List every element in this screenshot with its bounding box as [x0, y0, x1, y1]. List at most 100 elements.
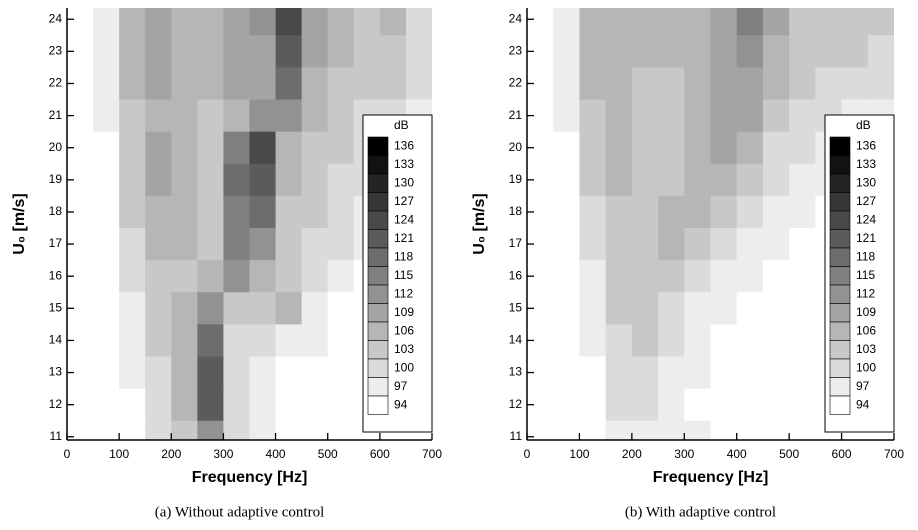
y-tick-label: 17: [49, 236, 63, 250]
contour-cell: [327, 420, 355, 440]
contour-cell: [789, 228, 816, 261]
contour-cell: [145, 388, 172, 422]
x-tick-label: 200: [622, 447, 642, 461]
contour-cell: [405, 8, 432, 36]
colorbar-label: 133: [856, 157, 876, 171]
colorbar-label: 100: [856, 360, 876, 374]
colorbar-swatch: [829, 266, 851, 286]
contour-cell: [605, 228, 633, 261]
contour-cell: [579, 99, 607, 133]
contour-cell: [327, 35, 355, 68]
contour-cell: [736, 324, 764, 357]
contour-cell: [171, 324, 198, 357]
caption: (b) With adaptive control: [625, 504, 776, 520]
contour-cell: [789, 99, 816, 133]
y-tick-label: 23: [49, 44, 63, 58]
contour-cell: [119, 163, 146, 197]
contour-cell: [553, 324, 580, 357]
contour-cell: [93, 388, 120, 422]
contour-cell: [197, 388, 224, 422]
contour-cell: [710, 420, 738, 440]
colorbar-label: 97: [394, 379, 408, 393]
contour-cell: [223, 131, 250, 165]
contour-cell: [631, 8, 659, 36]
contour-cell: [223, 388, 250, 422]
y-tick-label: 22: [49, 76, 63, 90]
colorbar-swatch: [829, 377, 851, 397]
x-tick-label: 300: [213, 447, 233, 461]
contour-cell: [736, 8, 764, 36]
colorbar-swatch: [367, 284, 389, 304]
contour-cell: [710, 8, 738, 36]
contour-cell: [67, 420, 94, 440]
contour-cell: [223, 67, 250, 101]
x-tick-label: 100: [569, 447, 589, 461]
contour-cell: [145, 131, 172, 165]
x-tick-label: 700: [884, 447, 904, 461]
colorbar-swatch: [367, 192, 389, 212]
contour-cell: [145, 228, 172, 261]
contour-cell: [223, 260, 250, 293]
contour-cell: [658, 35, 685, 68]
contour-cell: [93, 228, 120, 261]
contour-cell: [579, 260, 607, 293]
contour-cell: [684, 260, 711, 293]
contour-cell: [631, 195, 659, 229]
contour-cell: [119, 324, 146, 357]
contour-cell: [762, 228, 790, 261]
contour-cell: [249, 260, 277, 293]
colorbar-label: 121: [394, 231, 414, 245]
contour-cell: [579, 292, 607, 325]
contour-cell: [553, 163, 580, 197]
colorbar-label: 118: [856, 249, 875, 263]
y-tick-label: 12: [509, 397, 523, 411]
contour-cell: [631, 163, 659, 197]
contour-cell: [327, 388, 355, 422]
contour-cell: [249, 8, 277, 36]
x-tick-label: 100: [109, 447, 129, 461]
contour-cell: [631, 99, 659, 133]
contour-cell: [553, 420, 580, 440]
contour-cell: [553, 131, 580, 165]
contour-cell: [710, 324, 738, 357]
contour-cell: [223, 292, 250, 325]
contour-cell: [171, 356, 198, 390]
contour-field: [527, 8, 894, 440]
contour-cell: [171, 99, 198, 133]
y-axis-label: U₀ [m/s]: [11, 193, 28, 254]
contour-cell: [789, 35, 816, 68]
contour-cell: [93, 35, 120, 68]
contour-cell: [223, 163, 250, 197]
contour-cell: [223, 324, 250, 357]
contour-cell: [145, 420, 172, 440]
contour-cell: [171, 228, 198, 261]
contour-cell: [867, 8, 894, 36]
colorbar-label: 133: [394, 157, 414, 171]
contour-cell: [736, 195, 764, 229]
contour-cell: [762, 260, 790, 293]
contour-cell: [605, 35, 633, 68]
x-tick-label: 0: [64, 447, 71, 461]
contour-cell: [553, 99, 580, 133]
contour-cell: [553, 228, 580, 261]
contour-cell: [145, 163, 172, 197]
contour-cell: [67, 8, 94, 36]
colorbar-label: 103: [856, 342, 876, 356]
contour-cell: [605, 99, 633, 133]
contour-cell: [736, 292, 764, 325]
contour-cell: [710, 163, 738, 197]
contour-cell: [301, 99, 329, 133]
contour-cell: [605, 8, 633, 36]
contour-cell: [93, 131, 120, 165]
contour-cell: [93, 420, 120, 440]
contour-cell: [197, 228, 224, 261]
y-tick-label: 17: [509, 236, 523, 250]
contour-cell: [631, 420, 659, 440]
contour-cell: [605, 420, 633, 440]
contour-cell: [119, 131, 146, 165]
contour-cell: [789, 388, 816, 422]
colorbar-swatch: [829, 284, 851, 304]
y-tick-label: 21: [49, 108, 63, 122]
colorbar-swatch: [367, 266, 389, 286]
x-axis-label: Frequency [Hz]: [653, 469, 769, 486]
